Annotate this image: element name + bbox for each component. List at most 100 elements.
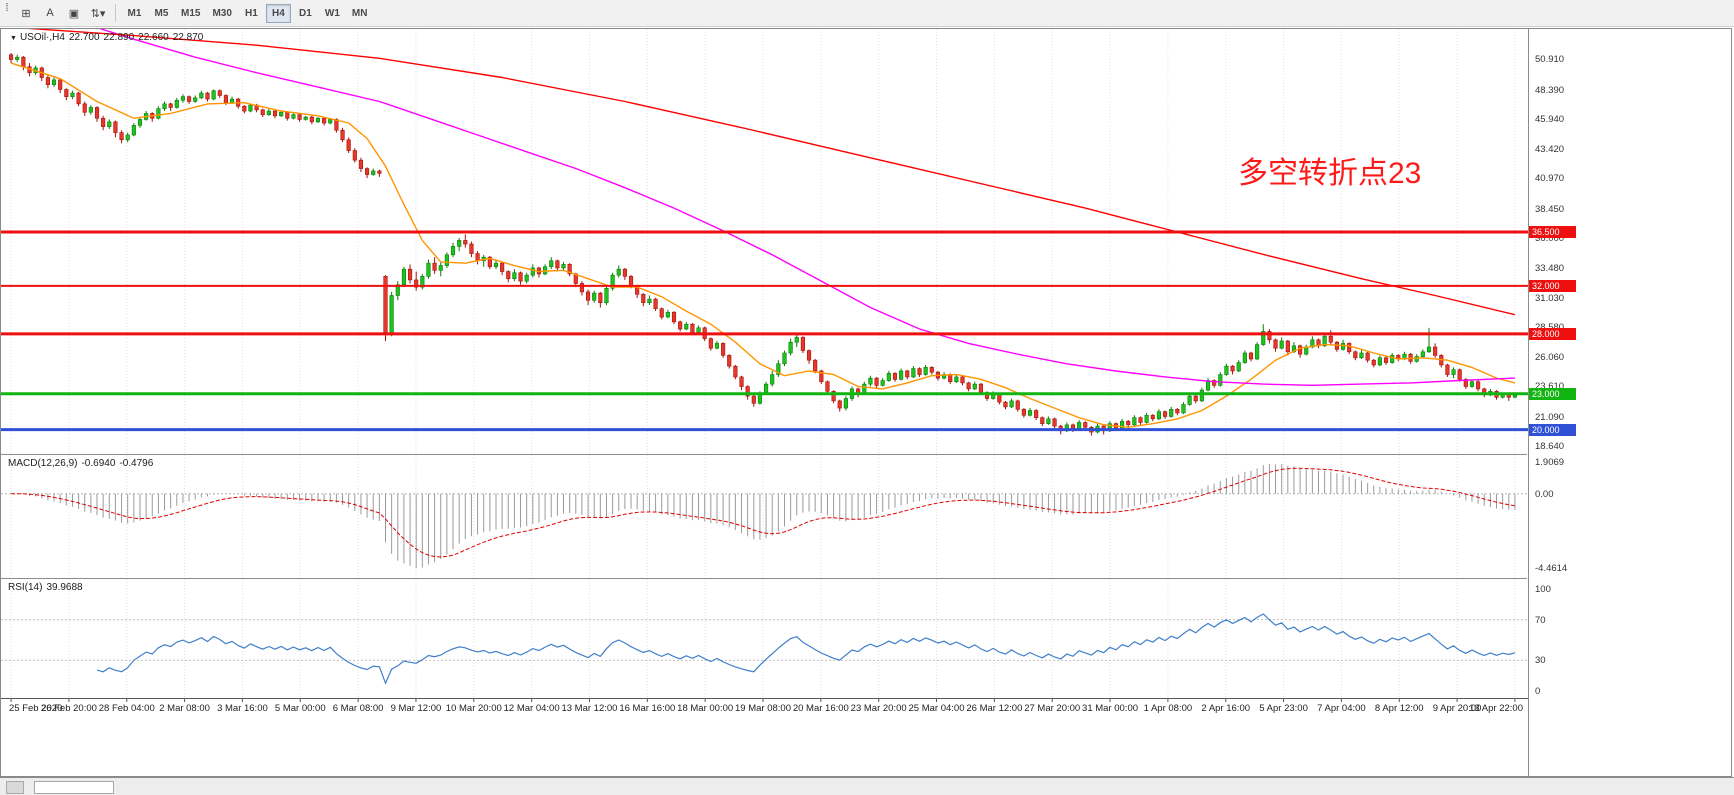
chart-annotation[interactable]: 多空转折点23 — [1238, 157, 1422, 190]
ohlc-close: 22.870 — [172, 32, 204, 43]
price-scale-label: 23.610 — [1535, 381, 1564, 392]
timeframe-button-mn[interactable]: MN — [347, 4, 373, 23]
price-scale-label: 26.060 — [1535, 352, 1565, 364]
price-scale-label: 38.450 — [1535, 203, 1565, 215]
price-scale-label: 36.000 — [1535, 233, 1565, 244]
price-scale-label: 48.390 — [1535, 84, 1565, 96]
macd-header: MACD(12,26,9) -0.6940 -0.4796 — [8, 458, 157, 469]
rsi-scale-label: 70 — [1535, 614, 1546, 626]
panel-separator[interactable] — [1, 454, 1527, 455]
price-badge-36.500: 36.500 — [1529, 226, 1576, 239]
symbol-name: USOil·,H4 — [19, 32, 65, 43]
rsi-value: 39.9688 — [46, 582, 83, 593]
macd-scale-label: -4.4614 — [1535, 563, 1568, 574]
rsi-line — [96, 613, 1516, 685]
time-axis-label: 10 Mar 20:00 — [445, 703, 502, 714]
macd-panel-canvas[interactable] — [1, 455, 1528, 578]
time-axis-label: 19 Mar 08:00 — [735, 703, 791, 714]
time-axis-line — [1, 698, 1528, 706]
timeframe-button-m30[interactable]: M30 — [207, 4, 236, 23]
price-scale-label: 21.090 — [1535, 411, 1565, 423]
time-axis-label: 16 Mar 16:00 — [619, 703, 676, 714]
chart-ohlc-header: ▼ USOil·,H4 22.700 22.890 22.660 22.870 — [10, 32, 207, 43]
price-scale-label: 50.910 — [1535, 54, 1565, 66]
price-chart-canvas[interactable] — [1, 29, 1528, 454]
objects-list-icon[interactable]: ▣ — [63, 3, 85, 23]
time-axis-label: 28 Feb 04:00 — [98, 703, 155, 714]
ma-slow-line — [27, 29, 1516, 316]
toolbar-icon-group: ⊞ A ▣ ⇅▾ — [14, 3, 110, 23]
price-badge-28.000: 28.000 — [1529, 327, 1576, 340]
price-badge-20.000: 20.000 — [1529, 423, 1576, 436]
time-axis-label: 25 Mar 04:00 — [908, 703, 965, 714]
rsi-title: RSI(14) — [8, 582, 43, 593]
macd-main-value: -0.6940 — [81, 458, 116, 469]
timeframe-button-m1[interactable]: M1 — [122, 4, 147, 23]
toolbar-divider — [115, 4, 116, 22]
macd-signal-value: -0.4796 — [119, 458, 154, 469]
timeframe-button-d1[interactable]: D1 — [293, 4, 318, 23]
rsi-scale-label: 30 — [1535, 655, 1546, 667]
time-axis-label: 5 Mar 00:00 — [274, 703, 326, 714]
price-scale-label: 43.420 — [1535, 144, 1565, 156]
toolbar-drag-handle[interactable]: ⁞⁞ — [5, 2, 9, 14]
ma-mid-line — [98, 29, 1515, 387]
time-axis-label: 1 Apr 08:00 — [1143, 703, 1193, 714]
price-scale-label: 33.480 — [1535, 263, 1565, 275]
price-scale[interactable]: 50.910 48.390 45.940 43.420 40.970 38.450 36.0… — [1528, 28, 1733, 777]
price-scale-label: 31.030 — [1535, 292, 1565, 304]
price-scale-label: 28.580 — [1535, 322, 1564, 333]
time-axis-label: 23 Mar 20:00 — [850, 703, 907, 714]
ohlc-low: 22.660 — [138, 32, 169, 43]
bottom-panel-field[interactable] — [34, 781, 114, 794]
time-axis-label: 7 Apr 04:00 — [1317, 703, 1366, 714]
ma-fast-line — [10, 62, 1516, 428]
time-axis-label: 9 Apr 20:00 — [1432, 703, 1482, 714]
time-axis-label: 12 Mar 04:00 — [503, 703, 560, 714]
symbol-dropdown-icon[interactable]: ▼ — [10, 35, 17, 42]
timeframe-button-h4[interactable]: H4 — [265, 3, 291, 23]
price-scale-label: 45.940 — [1535, 113, 1565, 125]
ohlc-high: 22.890 — [103, 32, 135, 43]
timeframe-button-m5[interactable]: M5 — [149, 4, 174, 23]
time-axis-label: 13 Mar 12:00 — [561, 703, 618, 714]
macd-scale-label: 1.9069 — [1535, 457, 1565, 468]
bottom-panel-strip — [0, 777, 1734, 795]
price-scale-label: 18.640 — [1535, 440, 1565, 452]
chart-scale-icon[interactable]: ⇅▾ — [87, 3, 109, 23]
time-axis-label: 6 Mar 08:00 — [332, 703, 384, 714]
rsi-scale-label: 100 — [1535, 584, 1551, 595]
time-axis-label: 9 Mar 12:00 — [390, 703, 442, 714]
panel-separator[interactable] — [1, 578, 1527, 579]
time-axis-label: 26 Feb 20:00 — [40, 703, 97, 714]
time-axis-label: 2 Mar 08:00 — [159, 703, 210, 714]
rsi-scale-label: 0 — [1535, 686, 1541, 697]
rsi-panel-canvas[interactable] — [1, 579, 1528, 698]
new-chart-icon[interactable]: ⊞ — [15, 3, 37, 23]
time-axis-label: 8 Apr 12:00 — [1374, 703, 1424, 714]
timeframe-button-h1[interactable]: H1 — [239, 4, 264, 23]
timeframe-group: M1 M5 M15 M30 H1 H4 D1 W1 MN — [121, 3, 373, 23]
time-axis-label: 31 Mar 00:00 — [1082, 703, 1139, 714]
text-tool-icon[interactable]: A — [39, 3, 61, 23]
timeframe-button-m15[interactable]: M15 — [176, 4, 205, 23]
time-axis-label: 3 Mar 16:00 — [217, 703, 268, 714]
price-badge-32.000: 32.000 — [1529, 279, 1576, 292]
time-axis-label: 2 Apr 16:00 — [1201, 703, 1251, 714]
bottom-panel-icon[interactable] — [6, 781, 24, 794]
macd-signal-line — [11, 467, 1515, 558]
time-axis-label: 5 Apr 23:00 — [1259, 703, 1308, 714]
macd-title: MACD(12,26,9) — [8, 458, 78, 469]
ohlc-open: 22.700 — [68, 32, 100, 43]
time-axis[interactable]: 25 Feb 2020 26 Feb 20:00 28 Feb 04:00 2 Mar… — [1, 703, 1527, 719]
timeframe-button-w1[interactable]: W1 — [320, 4, 345, 23]
time-axis-label: 20 Mar 16:00 — [792, 703, 849, 714]
price-scale-label: 40.970 — [1535, 173, 1565, 185]
top-toolbar: ⁞⁞ ⊞ A ▣ ⇅▾ M1 M5 M15 M30 H1 H4 D1 W1 MN — [0, 0, 1734, 27]
macd-scale-label: 0.00 — [1535, 488, 1554, 500]
time-axis-label: 25 Feb 2020 — [9, 703, 63, 714]
time-axis-label: 18 Mar 00:00 — [677, 703, 734, 714]
time-axis-label: 27 Mar 20:00 — [1024, 703, 1081, 714]
time-axis-label: 13 Apr 22:00 — [1469, 703, 1524, 714]
rsi-header: RSI(14) 39.9688 — [8, 582, 87, 593]
